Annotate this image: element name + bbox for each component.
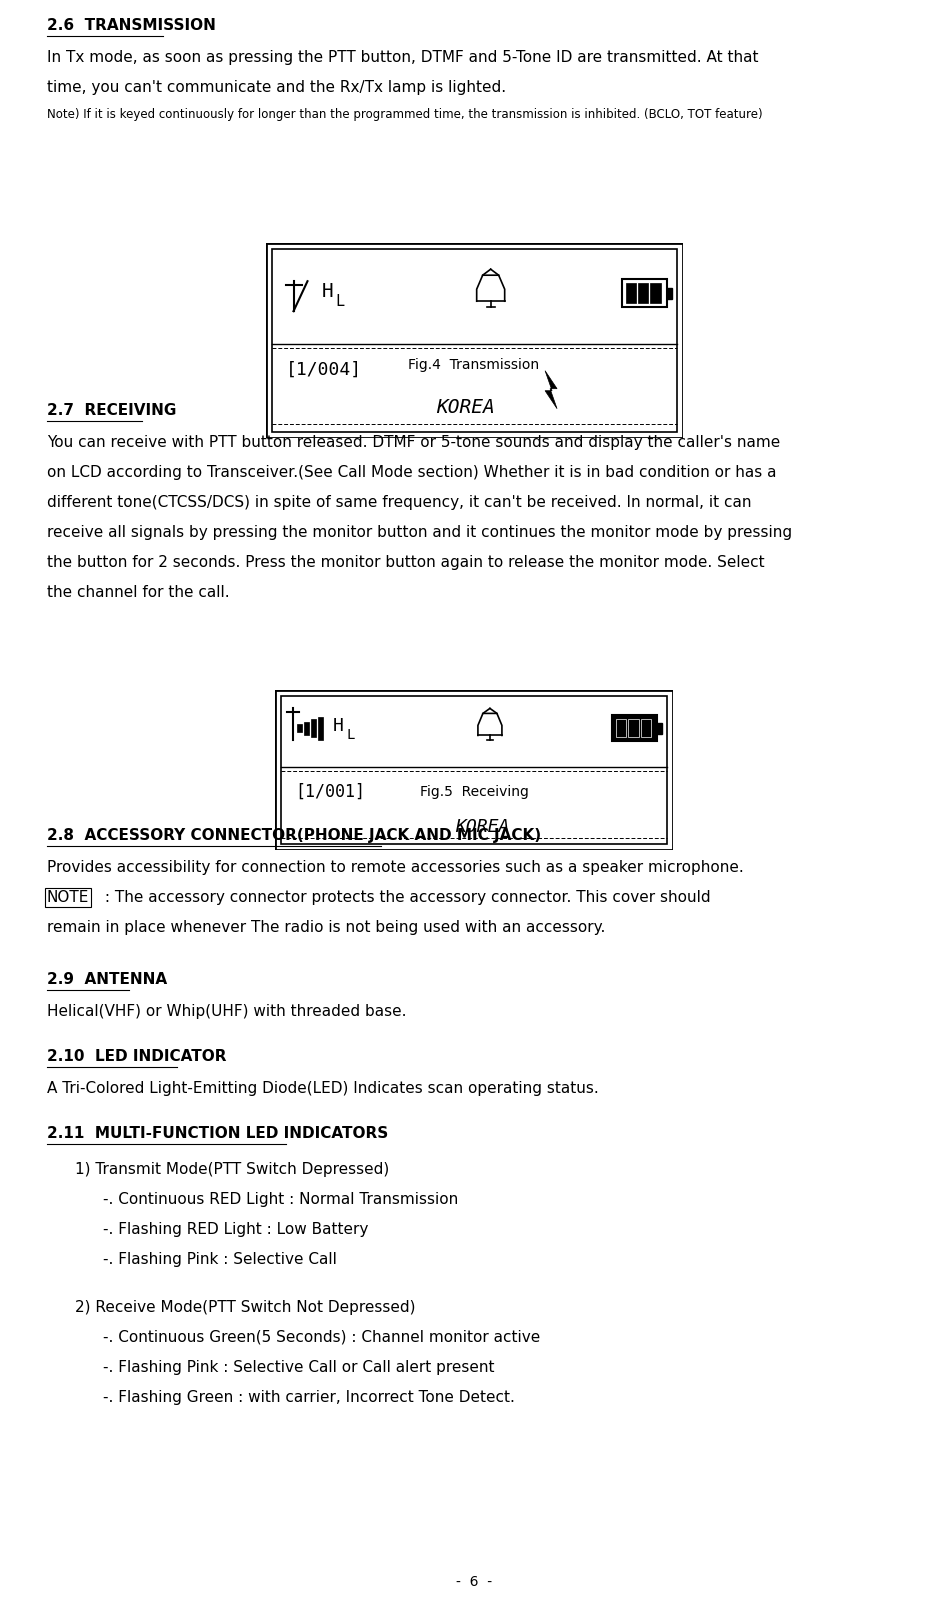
Text: remain in place whenever The radio is not being used with an accessory.: remain in place whenever The radio is no… — [47, 920, 606, 935]
Bar — [612, 715, 657, 741]
Text: receive all signals by pressing the monitor button and it continues the monitor : receive all signals by pressing the moni… — [47, 525, 793, 541]
Text: -. Continuous RED Light : Normal Transmission: -. Continuous RED Light : Normal Transmi… — [103, 1193, 458, 1207]
Text: KOREA: KOREA — [455, 818, 509, 836]
Text: [1/004]: [1/004] — [285, 362, 361, 379]
Bar — [622, 279, 666, 307]
Text: Note) If it is keyed continuously for longer than the programmed time, the trans: Note) If it is keyed continuously for lo… — [47, 108, 762, 121]
Text: In Tx mode, as soon as pressing the PTT button, DTMF and 5-Tone ID are transmitt: In Tx mode, as soon as pressing the PTT … — [47, 50, 758, 65]
Text: 1) Transmit Mode(PTT Switch Depressed): 1) Transmit Mode(PTT Switch Depressed) — [75, 1162, 390, 1177]
Text: Fig.4  Transmission: Fig.4 Transmission — [409, 358, 539, 371]
Polygon shape — [545, 371, 557, 408]
Text: Fig.5  Receiving: Fig.5 Receiving — [420, 784, 528, 799]
Text: on LCD according to Transceiver.(See Call Mode section) Whether it is in bad con: on LCD according to Transceiver.(See Cal… — [47, 465, 776, 479]
Bar — [657, 723, 662, 734]
Text: L: L — [347, 728, 356, 742]
Bar — [629, 720, 639, 738]
Text: Helical(VHF) or Whip(UHF) with threaded base.: Helical(VHF) or Whip(UHF) with threaded … — [47, 1004, 407, 1018]
Text: H: H — [333, 717, 344, 736]
Text: the channel for the call.: the channel for the call. — [47, 584, 229, 600]
Bar — [638, 282, 648, 303]
Text: 2.6  TRANSMISSION: 2.6 TRANSMISSION — [47, 18, 216, 32]
Bar — [641, 720, 651, 738]
Bar — [650, 282, 661, 303]
Bar — [616, 720, 627, 738]
Bar — [318, 717, 323, 739]
Text: 2.7  RECEIVING: 2.7 RECEIVING — [47, 404, 176, 418]
Text: NOTE: NOTE — [47, 889, 89, 905]
Text: the button for 2 seconds. Press the monitor button again to release the monitor : the button for 2 seconds. Press the moni… — [47, 555, 765, 570]
Bar — [297, 725, 302, 733]
Text: H: H — [321, 282, 334, 300]
Text: 2.10  LED INDICATOR: 2.10 LED INDICATOR — [47, 1049, 227, 1064]
Text: You can receive with PTT button released. DTMF or 5-tone sounds and display the : You can receive with PTT button released… — [47, 436, 780, 450]
Text: time, you can't communicate and the Rx/Tx lamp is lighted.: time, you can't communicate and the Rx/T… — [47, 81, 506, 95]
Bar — [626, 282, 636, 303]
Text: KOREA: KOREA — [436, 399, 495, 416]
Bar — [666, 287, 671, 299]
Text: : The accessory connector protects the accessory connector. This cover should: : The accessory connector protects the a… — [100, 889, 711, 905]
Text: 2) Receive Mode(PTT Switch Not Depressed): 2) Receive Mode(PTT Switch Not Depressed… — [75, 1299, 415, 1315]
Text: -. Continuous Green(5 Seconds) : Channel monitor active: -. Continuous Green(5 Seconds) : Channel… — [103, 1330, 540, 1344]
Text: -. Flashing Pink : Selective Call or Call alert present: -. Flashing Pink : Selective Call or Cal… — [103, 1361, 495, 1375]
Bar — [311, 720, 316, 738]
Text: Provides accessibility for connection to remote accessories such as a speaker mi: Provides accessibility for connection to… — [47, 860, 744, 875]
Bar — [304, 721, 309, 734]
Text: different tone(CTCSS/DCS) in spite of same frequency, it can't be received. In n: different tone(CTCSS/DCS) in spite of sa… — [47, 495, 752, 510]
Text: 2.11  MULTI-FUNCTION LED INDICATORS: 2.11 MULTI-FUNCTION LED INDICATORS — [47, 1127, 389, 1141]
Text: -  6  -: - 6 - — [456, 1575, 492, 1590]
Text: 2.8  ACCESSORY CONNECTOR(PHONE JACK AND MIC JACK): 2.8 ACCESSORY CONNECTOR(PHONE JACK AND M… — [47, 828, 541, 843]
Text: -. Flashing Pink : Selective Call: -. Flashing Pink : Selective Call — [103, 1252, 337, 1267]
Text: [1/001]: [1/001] — [295, 783, 365, 801]
Text: -. Flashing Green : with carrier, Incorrect Tone Detect.: -. Flashing Green : with carrier, Incorr… — [103, 1390, 515, 1406]
Text: -. Flashing RED Light : Low Battery: -. Flashing RED Light : Low Battery — [103, 1222, 369, 1236]
Text: A Tri-Colored Light-Emitting Diode(LED) Indicates scan operating status.: A Tri-Colored Light-Emitting Diode(LED) … — [47, 1081, 599, 1096]
Text: 2.9  ANTENNA: 2.9 ANTENNA — [47, 972, 167, 988]
Text: L: L — [336, 294, 345, 308]
